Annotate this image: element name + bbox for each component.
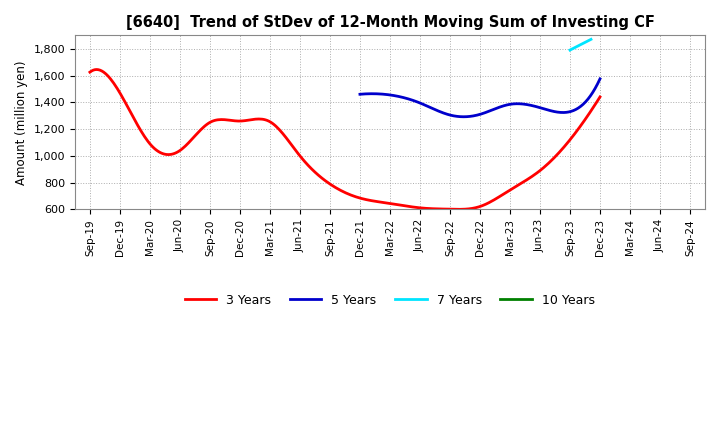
3 Years [552, 154, 560, 159]
3 Years [391, 202, 400, 207]
Y-axis label: Amount (million yen): Amount (million yen) [15, 60, 28, 185]
3 Years [86, 70, 94, 75]
3 Years [519, 180, 528, 185]
7 Years [587, 37, 595, 42]
Legend: 3 Years, 5 Years, 7 Years, 10 Years: 3 Years, 5 Years, 7 Years, 10 Years [180, 289, 600, 312]
Line: 5 Years: 5 Years [360, 79, 600, 117]
3 Years [92, 67, 101, 72]
5 Years [356, 92, 365, 97]
5 Years [498, 103, 507, 109]
3 Years [390, 202, 398, 207]
5 Years [459, 114, 468, 119]
7 Years [566, 48, 575, 53]
5 Years [500, 103, 508, 108]
3 Years [400, 203, 408, 208]
Line: 3 Years: 3 Years [90, 70, 600, 209]
5 Years [574, 106, 582, 111]
3 Years [87, 68, 96, 73]
Title: [6640]  Trend of StDev of 12-Month Moving Sum of Investing CF: [6640] Trend of StDev of 12-Month Moving… [125, 15, 654, 30]
5 Years [595, 76, 604, 81]
Line: 7 Years: 7 Years [570, 39, 591, 50]
3 Years [595, 94, 604, 99]
5 Years [503, 102, 512, 107]
5 Years [559, 110, 567, 115]
5 Years [356, 92, 364, 97]
3 Years [454, 207, 463, 212]
